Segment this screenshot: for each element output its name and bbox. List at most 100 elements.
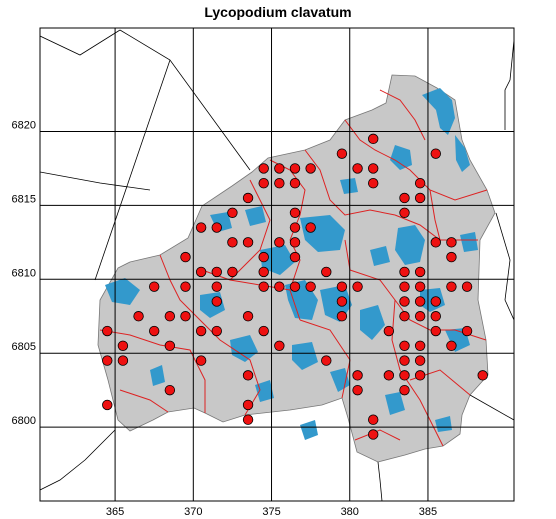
x-tick-label: 370 bbox=[184, 506, 202, 518]
occurrence-point bbox=[399, 370, 410, 381]
occurrence-point bbox=[180, 251, 191, 263]
occurrence-point bbox=[211, 325, 222, 337]
occurrence-point bbox=[336, 281, 348, 292]
occurrence-point bbox=[227, 237, 238, 248]
occurrence-point bbox=[289, 163, 301, 174]
occurrence-point bbox=[430, 296, 441, 307]
occurrence-point bbox=[399, 266, 410, 278]
axis-tick-labels: 365 370 375 380 385 6800 6805 6810 6815 6820 bbox=[12, 119, 438, 518]
occurrence-point bbox=[227, 266, 238, 278]
occurrence-point bbox=[211, 222, 222, 233]
occurrence-point bbox=[446, 237, 457, 248]
occurrence-point bbox=[430, 148, 441, 159]
y-tick-label: 6820 bbox=[12, 119, 36, 131]
y-tick-label: 6800 bbox=[12, 415, 36, 427]
occurrence-point bbox=[399, 384, 410, 396]
occurrence-point bbox=[305, 163, 316, 174]
occurrence-point bbox=[336, 296, 348, 307]
y-tick-label: 6810 bbox=[12, 267, 36, 279]
occurrence-point bbox=[352, 281, 363, 292]
occurrence-point bbox=[430, 311, 441, 322]
occurrence-point bbox=[414, 296, 426, 307]
occurrence-point bbox=[211, 296, 222, 307]
occurrence-point bbox=[180, 311, 191, 322]
occurrence-point bbox=[242, 414, 254, 425]
occurrence-point bbox=[274, 340, 285, 351]
occurrence-point bbox=[195, 325, 207, 337]
map-frame bbox=[39, 27, 515, 502]
occurrence-point bbox=[274, 281, 285, 292]
occurrence-point bbox=[368, 133, 379, 145]
study-area-region bbox=[97, 74, 496, 463]
occurrence-point bbox=[399, 207, 410, 218]
occurrence-point bbox=[383, 370, 395, 381]
occurrence-point bbox=[336, 148, 348, 159]
occurrence-point bbox=[211, 266, 222, 278]
occurrence-point bbox=[414, 311, 426, 322]
occurrence-point bbox=[289, 251, 301, 263]
occurrence-point bbox=[102, 399, 113, 411]
occurrence-point bbox=[383, 325, 395, 337]
x-tick-label: 380 bbox=[341, 506, 359, 518]
occurrence-point bbox=[258, 281, 269, 292]
occurrence-point bbox=[321, 266, 332, 278]
x-tick-label: 365 bbox=[106, 506, 124, 518]
y-tick-label: 6805 bbox=[12, 341, 36, 353]
occurrence-point bbox=[414, 355, 426, 366]
occurrence-point bbox=[446, 281, 457, 292]
occurrence-point bbox=[289, 281, 301, 292]
occurrence-point bbox=[211, 281, 222, 292]
occurrence-point bbox=[258, 178, 269, 189]
occurrence-point bbox=[102, 355, 113, 366]
occurrence-point bbox=[242, 370, 254, 381]
occurrence-point bbox=[414, 192, 426, 204]
occurrence-point bbox=[399, 296, 410, 307]
occurrence-point bbox=[399, 281, 410, 292]
occurrence-point bbox=[195, 222, 207, 233]
occurrence-point bbox=[164, 340, 176, 351]
occurrence-point bbox=[117, 340, 129, 351]
occurrence-point bbox=[242, 311, 254, 322]
occurrence-point bbox=[477, 370, 488, 381]
occurrence-point bbox=[352, 370, 363, 381]
outer-boundary-lines bbox=[40, 29, 514, 501]
occurrence-point bbox=[258, 251, 269, 263]
occurrence-point bbox=[399, 311, 410, 322]
occurrence-point bbox=[180, 281, 191, 292]
occurrence-point bbox=[289, 178, 301, 189]
water-bodies bbox=[105, 88, 478, 440]
occurrence-point bbox=[430, 237, 441, 248]
occurrence-point bbox=[446, 340, 457, 351]
occurrence-point bbox=[164, 384, 176, 396]
occurrence-point bbox=[305, 222, 316, 233]
occurrence-point bbox=[399, 340, 410, 351]
occurrence-point bbox=[274, 178, 285, 189]
occurrence-point bbox=[305, 281, 316, 292]
occurrence-point bbox=[289, 222, 301, 233]
x-tick-label: 385 bbox=[419, 506, 437, 518]
occurrence-point bbox=[352, 384, 363, 396]
occurrence-point bbox=[461, 325, 473, 337]
occurrence-point bbox=[117, 355, 129, 366]
occurrence-point bbox=[368, 414, 379, 425]
occurrence-point bbox=[368, 178, 379, 189]
x-tick-label: 375 bbox=[262, 506, 280, 518]
occurrence-point bbox=[414, 266, 426, 278]
map-title: Lycopodium clavatum bbox=[204, 4, 352, 20]
occurrence-point bbox=[461, 281, 473, 292]
occurrence-point bbox=[258, 266, 269, 278]
y-tick-label: 6815 bbox=[12, 193, 36, 205]
occurrence-point bbox=[274, 237, 285, 248]
occurrence-point bbox=[164, 311, 176, 322]
occurrence-point bbox=[148, 325, 160, 337]
occurrence-point bbox=[227, 207, 238, 218]
occurrence-point bbox=[352, 163, 363, 174]
occurrence-point bbox=[148, 281, 160, 292]
occurrence-point bbox=[102, 325, 113, 337]
occurrence-point bbox=[289, 237, 301, 248]
occurrence-point bbox=[414, 281, 426, 292]
occurrence-point bbox=[414, 370, 426, 381]
occurrence-point bbox=[399, 355, 410, 366]
occurrence-point bbox=[368, 163, 379, 174]
